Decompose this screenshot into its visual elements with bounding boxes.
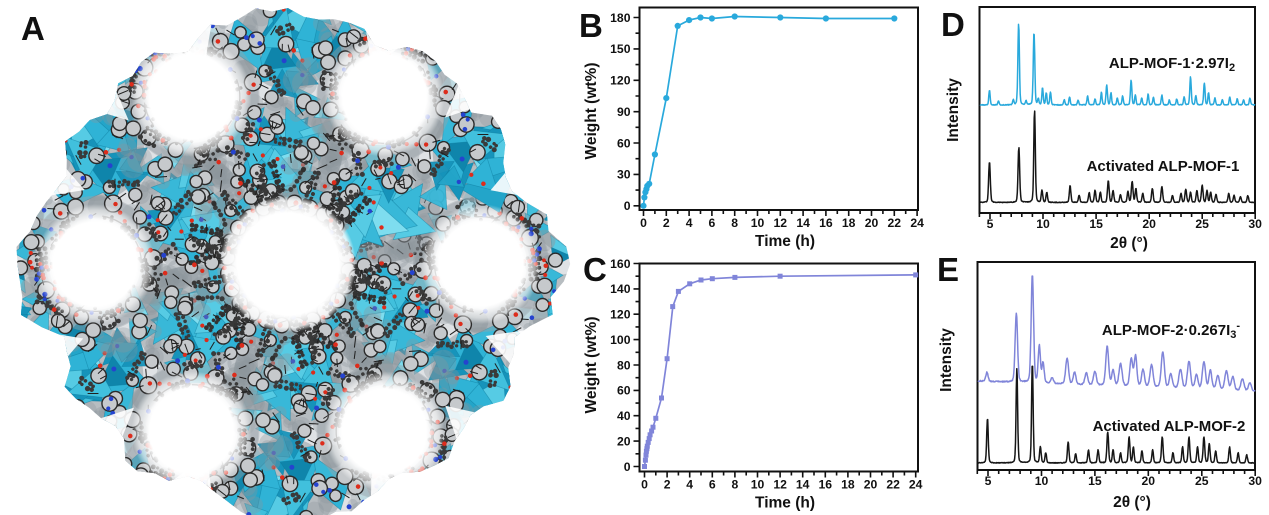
svg-text:12: 12 [773,478,787,492]
svg-text:6: 6 [709,216,716,230]
svg-text:2: 2 [664,478,671,492]
svg-text:100: 100 [610,333,631,347]
svg-text:2θ (°): 2θ (°) [1110,235,1148,252]
svg-text:150: 150 [610,42,631,56]
svg-text:16: 16 [819,478,833,492]
svg-text:0: 0 [640,216,647,230]
svg-text:25: 25 [1195,474,1209,488]
svg-text:Intensity: Intensity [945,78,962,142]
svg-text:10: 10 [751,478,765,492]
svg-text:20: 20 [864,478,878,492]
svg-text:10: 10 [1036,217,1050,231]
svg-text:20: 20 [865,216,879,230]
svg-text:5: 5 [985,474,992,488]
svg-text:160: 160 [610,257,631,271]
svg-text:16: 16 [819,216,833,230]
svg-text:60: 60 [617,136,631,150]
svg-text:Weight (wt%): Weight (wt%) [583,62,600,159]
svg-text:0: 0 [624,199,631,213]
svg-text:0: 0 [624,460,631,474]
svg-text:140: 140 [610,282,631,296]
svg-text:40: 40 [617,409,631,423]
svg-text:18: 18 [842,216,856,230]
svg-text:24: 24 [909,478,923,492]
svg-text:10: 10 [751,216,765,230]
svg-text:60: 60 [617,384,631,398]
svg-text:Time (h): Time (h) [755,495,815,512]
svg-text:30: 30 [1248,217,1262,231]
svg-text:Weight (wt%): Weight (wt%) [583,316,600,413]
svg-text:8: 8 [731,216,738,230]
svg-text:D: D [941,6,965,43]
svg-text:120: 120 [610,74,631,88]
svg-text:Activated ALP-MOF-1: Activated ALP-MOF-1 [1087,158,1240,175]
svg-text:80: 80 [617,358,631,372]
svg-text:5: 5 [987,217,994,231]
svg-text:18: 18 [841,478,855,492]
svg-text:Time (h): Time (h) [755,233,815,250]
svg-text:0: 0 [641,478,648,492]
svg-text:15: 15 [1089,217,1103,231]
svg-text:ALP-MOF-1·2.97I2: ALP-MOF-1·2.97I2 [1109,55,1235,74]
svg-text:24: 24 [910,216,924,230]
svg-text:8: 8 [732,478,739,492]
svg-text:A: A [21,10,45,47]
svg-text:2θ (°): 2θ (°) [1113,494,1151,511]
svg-text:20: 20 [1142,217,1156,231]
svg-text:B: B [579,7,603,44]
svg-text:Activated ALP-MOF-2: Activated ALP-MOF-2 [1093,418,1246,435]
svg-text:15: 15 [1088,474,1102,488]
svg-text:14: 14 [796,478,810,492]
svg-text:10: 10 [1035,474,1049,488]
svg-text:180: 180 [610,11,631,25]
svg-text:22: 22 [888,216,902,230]
svg-text:14: 14 [796,216,810,230]
svg-text:2: 2 [663,216,670,230]
svg-text:20: 20 [1142,474,1156,488]
svg-text:25: 25 [1195,217,1209,231]
svg-text:30: 30 [617,168,631,182]
svg-text:ALP-MOF-2·0.267I3-: ALP-MOF-2·0.267I3- [1102,320,1240,341]
svg-text:C: C [583,251,607,288]
svg-text:6: 6 [709,478,716,492]
svg-text:20: 20 [617,434,631,448]
svg-text:30: 30 [1248,474,1262,488]
svg-text:12: 12 [774,216,788,230]
svg-text:120: 120 [610,308,631,322]
svg-text:4: 4 [686,216,693,230]
svg-text:22: 22 [886,478,900,492]
svg-text:E: E [937,251,959,288]
svg-text:4: 4 [686,478,693,492]
svg-text:Intensity: Intensity [938,328,955,392]
svg-text:90: 90 [617,105,631,119]
